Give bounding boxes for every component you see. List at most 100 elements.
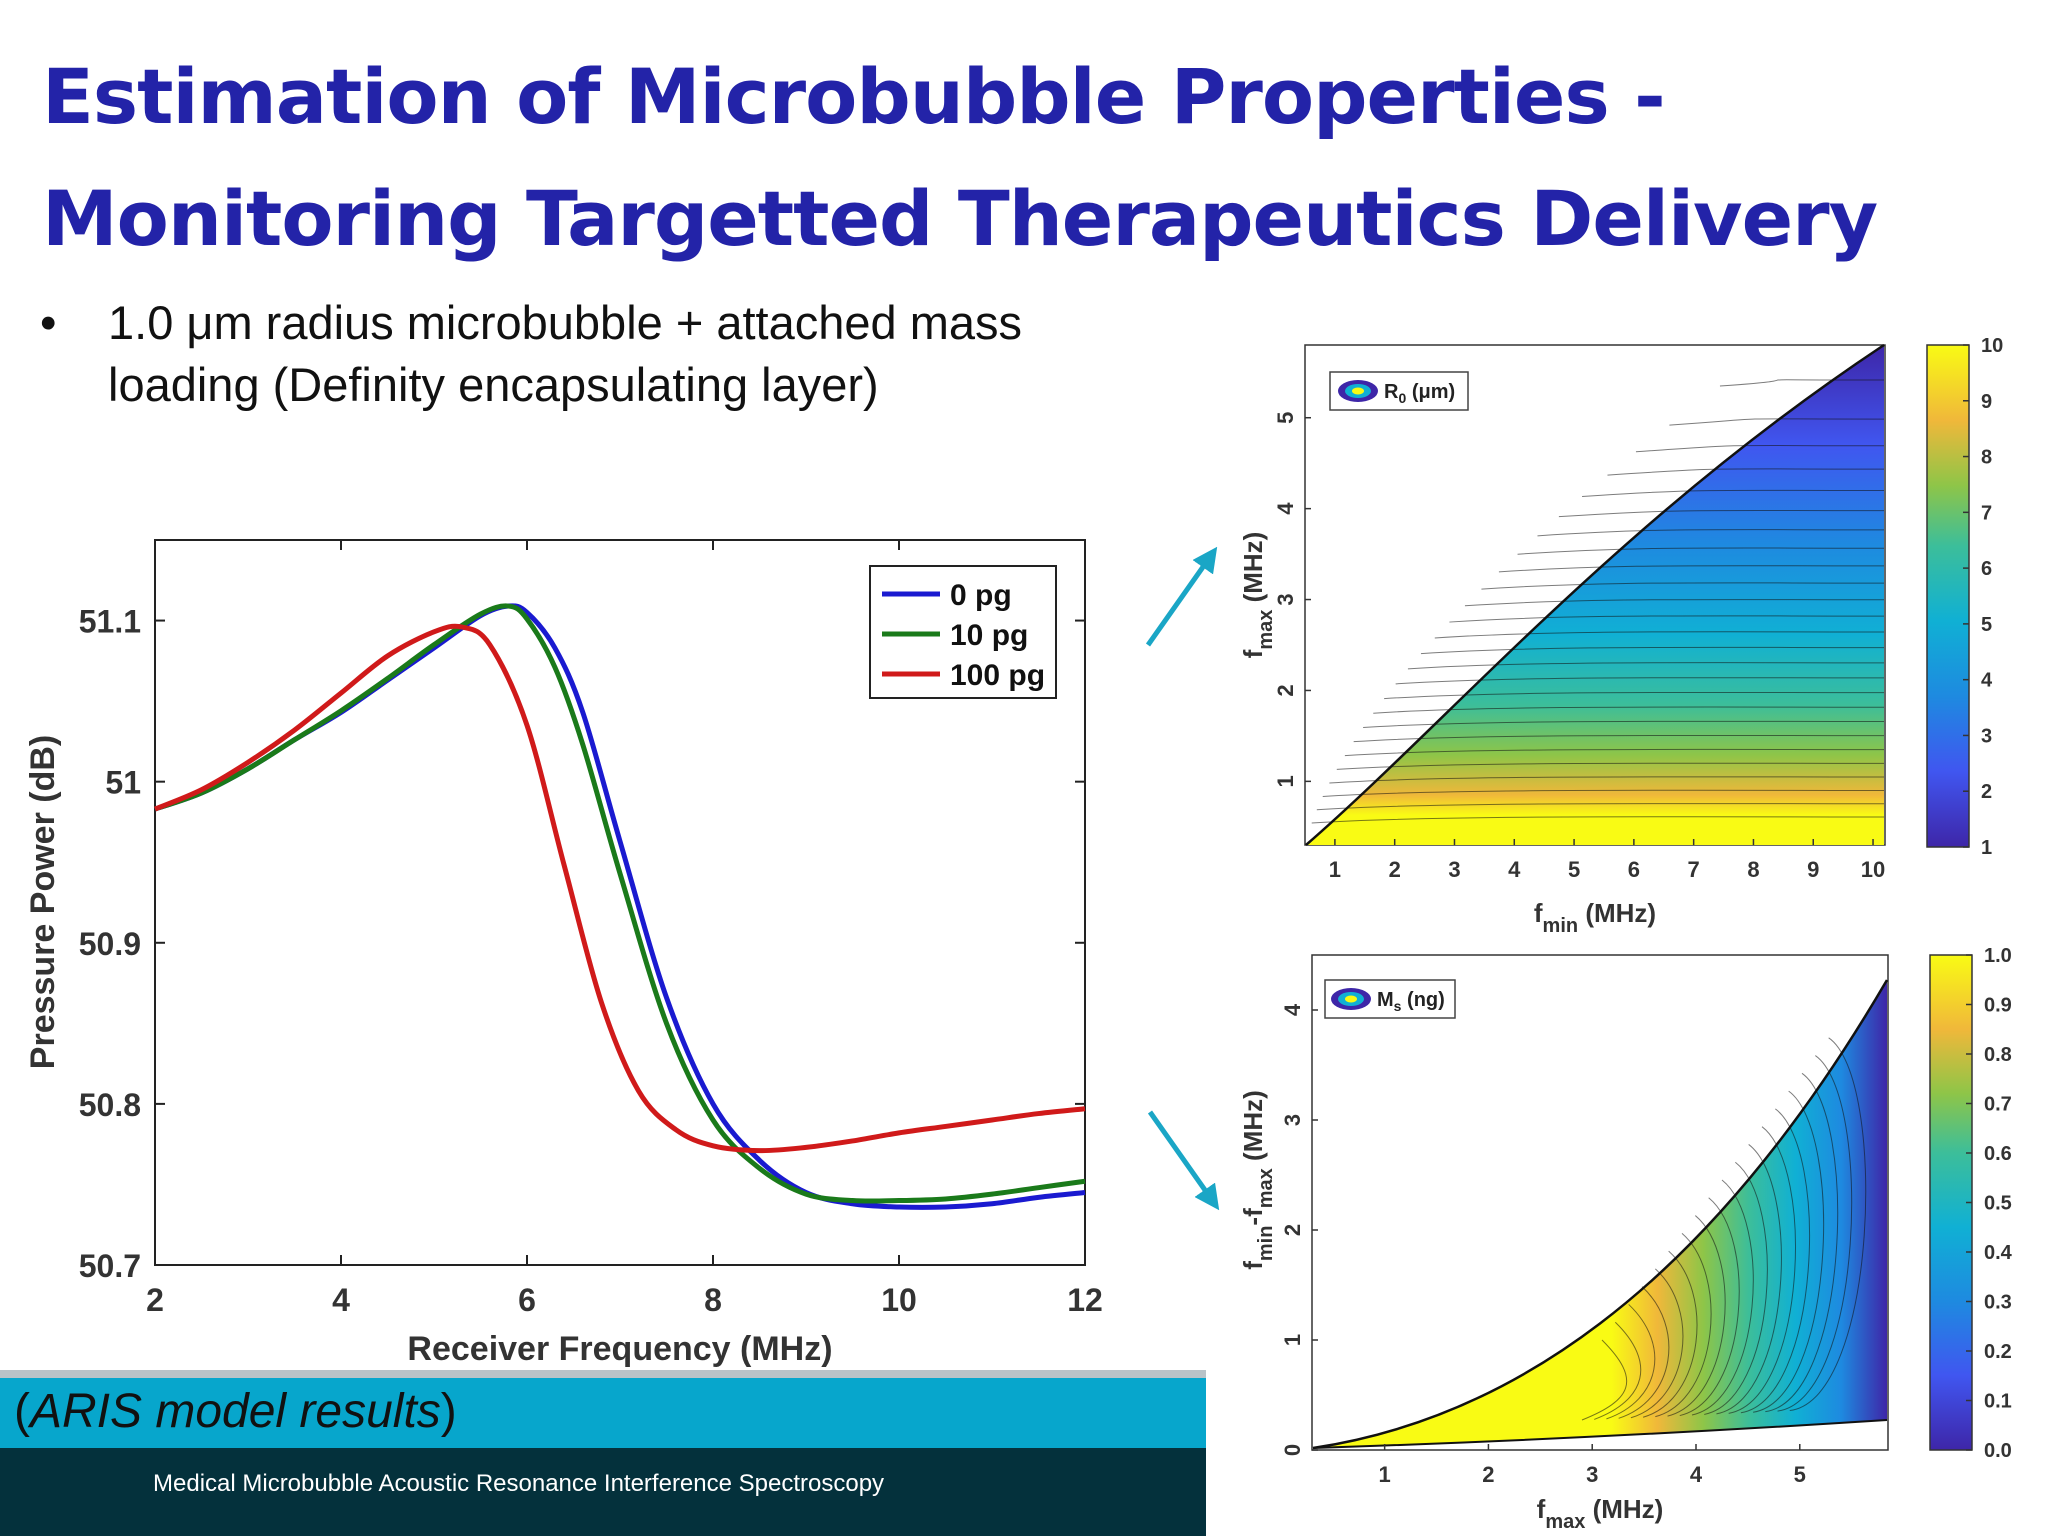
x-tick-label-4: 10 xyxy=(881,1282,917,1318)
radius-contour-line-18 xyxy=(1363,720,1885,729)
mass-colorbar-tick-label-6: 0.6 xyxy=(1984,1143,2012,1165)
contour-chart-mass-xlabel: fmax (MHz) xyxy=(1537,1494,1664,1533)
radius-colorbar-tick-label-5: 6 xyxy=(1981,558,1992,580)
radius-colorbar-tick-label-4: 5 xyxy=(1981,614,1992,636)
mass-y-tick-label-1: 1 xyxy=(1280,1334,1305,1346)
radius-contour-line-24 xyxy=(1316,803,1885,811)
contour-chart-radius-legend-label: R0 (μm) xyxy=(1384,381,1455,406)
radius-contour-line-11 xyxy=(1449,615,1885,623)
radius-colorbar-tick-label-7: 8 xyxy=(1981,447,1992,469)
mass-contour-line-1 xyxy=(1594,1321,1642,1420)
radius-contour-line-0 xyxy=(1719,379,1885,387)
mass-colorbar-tick-label-8: 0.8 xyxy=(1984,1044,2012,1066)
mass-contour-line-8 xyxy=(1679,1197,1740,1417)
radius-x-tick-label-8: 9 xyxy=(1807,857,1819,882)
mass-y-tick-label-4: 4 xyxy=(1280,1003,1305,1016)
line-chart: 2 4 6 8 10 12 50.7 50.8 50.9 51 51.1 Receiver Fre… xyxy=(24,539,1103,1368)
y-tick-label-4: 51.1 xyxy=(79,604,141,640)
y-tick-label-2: 50.9 xyxy=(79,926,141,962)
radius-x-tick-label-7: 8 xyxy=(1747,857,1759,882)
radius-contour-line-14 xyxy=(1407,662,1885,670)
x-tick-label-5: 12 xyxy=(1067,1282,1103,1318)
mass-contour-line-6 xyxy=(1655,1232,1712,1418)
contour-chart-radius-y-ticks: 1 2 3 4 5 xyxy=(1273,412,1311,787)
contour-chart-radius-colorbar-ticks: 1 2 3 4 5 6 7 8 9 10 xyxy=(1963,335,2003,859)
mass-colorbar-tick-label-9: 0.9 xyxy=(1984,995,2012,1017)
mass-contour-line-7 xyxy=(1667,1215,1726,1417)
radius-x-tick-label-9: 10 xyxy=(1861,857,1885,882)
bullet-line-2: loading (Definity encapsulating layer) xyxy=(108,358,879,411)
radius-x-tick-label-4: 5 xyxy=(1568,857,1580,882)
radius-x-tick-label-5: 6 xyxy=(1628,857,1640,882)
radius-contour-line-7 xyxy=(1517,547,1885,555)
line-chart-legend-entries: 0 pg 10 pg 100 pg xyxy=(882,579,1045,692)
mass-contour-line-5 xyxy=(1642,1250,1698,1418)
footer-text: Medical Microbubble Acoustic Resonance I… xyxy=(153,1470,885,1497)
radius-contour-line-15 xyxy=(1395,677,1885,685)
mass-y-tick-label-0: 0 xyxy=(1280,1444,1305,1456)
title-line-1: Estimation of Microbubble Properties - xyxy=(42,52,1666,141)
mass-contour-line-14 xyxy=(1753,1090,1825,1413)
radius-contour-line-19 xyxy=(1353,734,1885,743)
radius-y-tick-label-3: 4 xyxy=(1273,502,1298,515)
radius-colorbar-tick-label-1: 2 xyxy=(1981,781,1992,803)
radius-y-tick-label-0: 1 xyxy=(1273,775,1298,787)
bullet-text: 1.0 μm radius microbubble + attached mas… xyxy=(108,292,1022,416)
caption-divider xyxy=(0,1370,1206,1378)
mass-contour-line-13 xyxy=(1740,1108,1810,1414)
mass-contour-line-2 xyxy=(1606,1304,1656,1420)
arrow-to-bottom-right-chart xyxy=(1147,1110,1220,1211)
radius-contour-line-16 xyxy=(1384,691,1885,700)
contour-chart-radius-colorbar xyxy=(1926,344,1970,848)
y-tick-label-3: 51 xyxy=(105,765,141,801)
contour-chart-mass: Ms (ng) 1 2 3 4 5 0 1 2 3 4 fmax (MHz) fmin-fmax… xyxy=(1238,945,2013,1533)
radius-contour-line-21 xyxy=(1336,762,1885,770)
contour-chart-mass-contours xyxy=(1312,979,1889,1450)
radius-x-tick-label-2: 3 xyxy=(1448,857,1460,882)
arrow-to-top-right-chart xyxy=(1145,546,1218,647)
radius-contour-line-17 xyxy=(1373,706,1885,714)
mass-colorbar-tick-label-0: 0.0 xyxy=(1984,1440,2012,1462)
line-chart-series xyxy=(154,603,1086,1210)
radius-colorbar-tick-label-6: 7 xyxy=(1981,502,1992,524)
radius-contour-line-13 xyxy=(1420,646,1885,655)
x-tick-label-2: 6 xyxy=(518,1282,536,1318)
radius-x-tick-label-6: 7 xyxy=(1688,857,1700,882)
series-line-2 xyxy=(154,623,1086,1154)
radius-colorbar-tick-label-0: 1 xyxy=(1981,837,1992,859)
mass-colorbar-tick-label-3: 0.3 xyxy=(1984,1292,2012,1314)
radius-x-tick-label-3: 4 xyxy=(1508,857,1521,882)
contour-chart-mass-colorbar xyxy=(1929,954,1973,1451)
mass-contour-line-11 xyxy=(1716,1144,1782,1415)
legend-label-2: 100 pg xyxy=(950,659,1045,692)
mass-contour-line-10 xyxy=(1704,1161,1768,1415)
radius-contour-line-10 xyxy=(1464,599,1885,607)
mass-colorbar-tick-label-2: 0.2 xyxy=(1984,1341,2012,1363)
x-tick-label-1: 4 xyxy=(332,1282,350,1318)
line-chart-y-ticks: 50.7 50.8 50.9 51 51.1 xyxy=(79,604,1085,1284)
contour-chart-mass-x-ticks: 1 2 3 4 5 xyxy=(1379,1444,1806,1487)
legend-label-0: 0 pg xyxy=(950,579,1012,612)
mass-boundary-line-lower xyxy=(1312,1419,1888,1449)
mass-contour-line-15 xyxy=(1765,1072,1839,1413)
legend-label-1: 10 pg xyxy=(950,619,1028,652)
radius-contour-line-8 xyxy=(1498,565,1885,573)
mass-y-tick-label-2: 2 xyxy=(1280,1224,1305,1236)
line-chart-xlabel: Receiver Frequency (MHz) xyxy=(407,1330,832,1368)
contour-chart-mass-colorbar-ticks: 0.0 0.1 0.2 0.3 0.4 0.5 0.6 0.7 0.8 0.9 1.0 xyxy=(1966,945,2013,1462)
mass-contour-line-3 xyxy=(1618,1286,1670,1419)
line-chart-x-ticks: 2 4 6 8 10 12 xyxy=(146,540,1103,1318)
radius-contour-line-6 xyxy=(1537,529,1885,537)
caption-text: (ARIS model results) xyxy=(14,1385,457,1438)
contour-chart-radius-ylabel: fmax (MHz) xyxy=(1238,532,1277,659)
contour-chart-mass-legend-label: Ms (ng) xyxy=(1377,989,1445,1014)
radius-contour-line-4 xyxy=(1582,489,1885,498)
y-tick-label-1: 50.8 xyxy=(79,1087,141,1123)
slide-title: Estimation of Microbubble Properties - M… xyxy=(42,36,1878,280)
mass-contour-line-0 xyxy=(1581,1339,1628,1421)
radius-colorbar-tick-label-8: 9 xyxy=(1981,391,1992,413)
radius-boundary-line xyxy=(1305,343,1885,846)
mass-colorbar-tick-label-10: 1.0 xyxy=(1984,945,2012,967)
mass-boundary-line-upper xyxy=(1312,979,1889,1450)
contour-chart-radius-x-ticks: 1 2 3 4 5 6 7 8 9 10 xyxy=(1329,839,1885,882)
